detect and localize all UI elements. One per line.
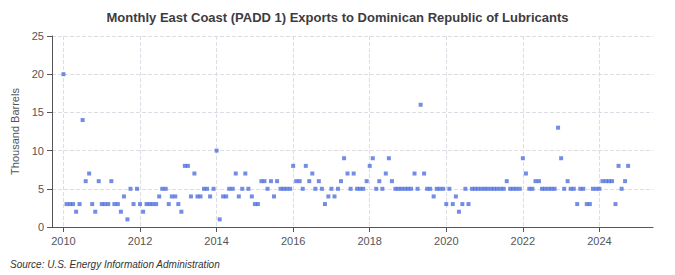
svg-text:2020: 2020	[434, 235, 458, 247]
svg-text:25: 25	[32, 30, 44, 42]
svg-text:2018: 2018	[357, 235, 381, 247]
svg-text:Monthly East Coast (PADD 1) Ex: Monthly East Coast (PADD 1) Exports to D…	[106, 10, 568, 25]
svg-text:Thousand Barrels: Thousand Barrels	[9, 88, 21, 175]
svg-text:20: 20	[32, 68, 44, 80]
svg-text:5: 5	[38, 183, 44, 195]
svg-text:10: 10	[32, 145, 44, 157]
svg-text:2022: 2022	[511, 235, 535, 247]
svg-text:Source: U.S. Energy Informatio: Source: U.S. Energy Information Administ…	[10, 259, 220, 270]
svg-text:2024: 2024	[587, 235, 611, 247]
svg-text:2010: 2010	[51, 235, 75, 247]
svg-text:2014: 2014	[204, 235, 228, 247]
svg-text:2012: 2012	[128, 235, 152, 247]
svg-text:15: 15	[32, 106, 44, 118]
svg-text:2016: 2016	[281, 235, 305, 247]
svg-text:0: 0	[38, 221, 44, 233]
